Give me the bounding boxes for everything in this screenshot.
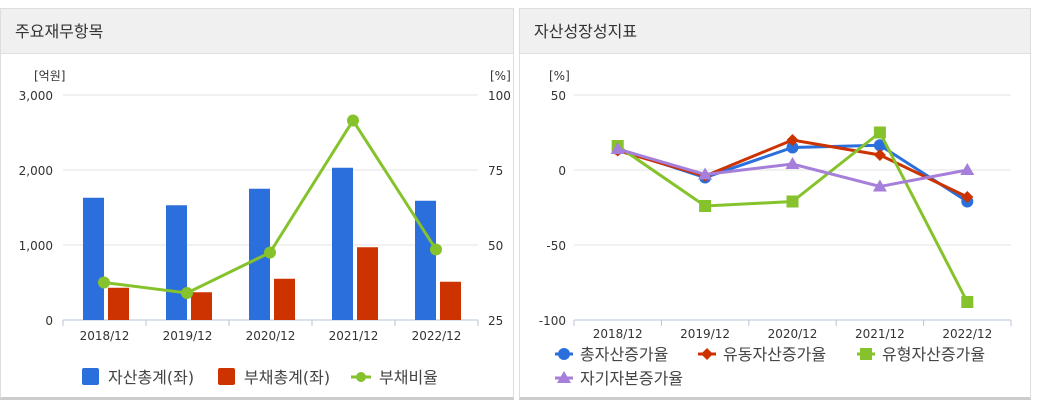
y-tick: 0 [558,164,566,178]
y-tick: 50 [551,89,566,103]
y-unit: [%] [549,69,570,83]
series-point [873,126,886,139]
series-point [873,139,886,152]
legend-label: 총자산증가율 [580,345,668,364]
bar-liabilities [357,247,378,320]
x-tick-label: 2018/12 [80,329,130,343]
y-unit-left: [억원] [34,69,65,83]
legend-marker [356,372,366,382]
legend-swatch [218,368,235,385]
bar-liabilities [108,287,129,320]
series-point [872,179,887,192]
series-point [785,157,800,169]
bar-assets [249,188,270,320]
x-tick-label: 2019/12 [680,327,730,341]
y-tick: -50 [546,239,566,253]
x-tick-label: 2021/12 [329,329,379,343]
series-point [610,142,625,154]
legend-label: 자산총계(좌) [108,368,194,387]
bar-liabilities [274,278,295,320]
legend-marker [701,348,713,360]
legend-marker [558,348,570,360]
x-tick-label: 2020/12 [768,327,818,341]
x-tick-label: 2022/12 [412,329,462,343]
series-point [786,195,799,208]
series-point [961,296,974,308]
bar-assets [83,197,104,320]
bar-assets [415,200,436,320]
bar-assets [332,167,353,320]
series-point [699,200,712,212]
panel-title: 자산성장성지표 [520,9,1030,54]
x-tick-label: 2018/12 [593,327,643,341]
debt-ratio-point [264,246,276,259]
legend-label: 부채비율 [379,368,438,387]
debt-ratio-point [181,287,193,299]
x-tick-label: 2020/12 [246,329,296,343]
y-tick-right: 50 [488,239,503,253]
series-point [873,149,886,161]
legend-label: 부채총계(좌) [244,368,330,387]
series-point [786,141,799,154]
y-tick-left: 1,000 [19,239,53,253]
legend-label: 자기자본증가율 [580,369,683,388]
y-tick-left: 3,000 [19,89,53,103]
y-unit-right: [%] [490,69,511,83]
y-tick-right: 75 [488,164,503,178]
bar-liabilities [191,292,212,320]
series-point [786,134,799,146]
debt-ratio-point [347,114,359,127]
x-tick-label: 2019/12 [163,329,213,343]
bar-assets [166,205,187,320]
bar-liabilities [440,281,461,320]
x-tick-label: 2021/12 [855,327,905,341]
y-tick-right: 100 [488,89,511,103]
legend-label: 유동자산증가율 [723,345,826,364]
y-tick-left: 0 [45,314,53,328]
series-point [698,167,713,180]
series-point [961,191,974,203]
panel-title: 주요재무항목 [1,9,513,54]
debt-ratio-point [98,276,110,289]
legend-swatch [82,368,99,385]
y-tick: -100 [539,314,566,328]
legend-marker [860,348,872,360]
asset-growth-panel: 자산성장성지표 [519,8,1031,400]
series-point [960,163,975,175]
debt-ratio-point [430,243,442,256]
legend-label: 유형자산증가율 [882,345,985,364]
y-tick-left: 2,000 [19,164,53,178]
legend-marker [557,371,571,383]
y-tick-right: 25 [488,314,503,328]
x-tick-label: 2022/12 [942,327,992,341]
